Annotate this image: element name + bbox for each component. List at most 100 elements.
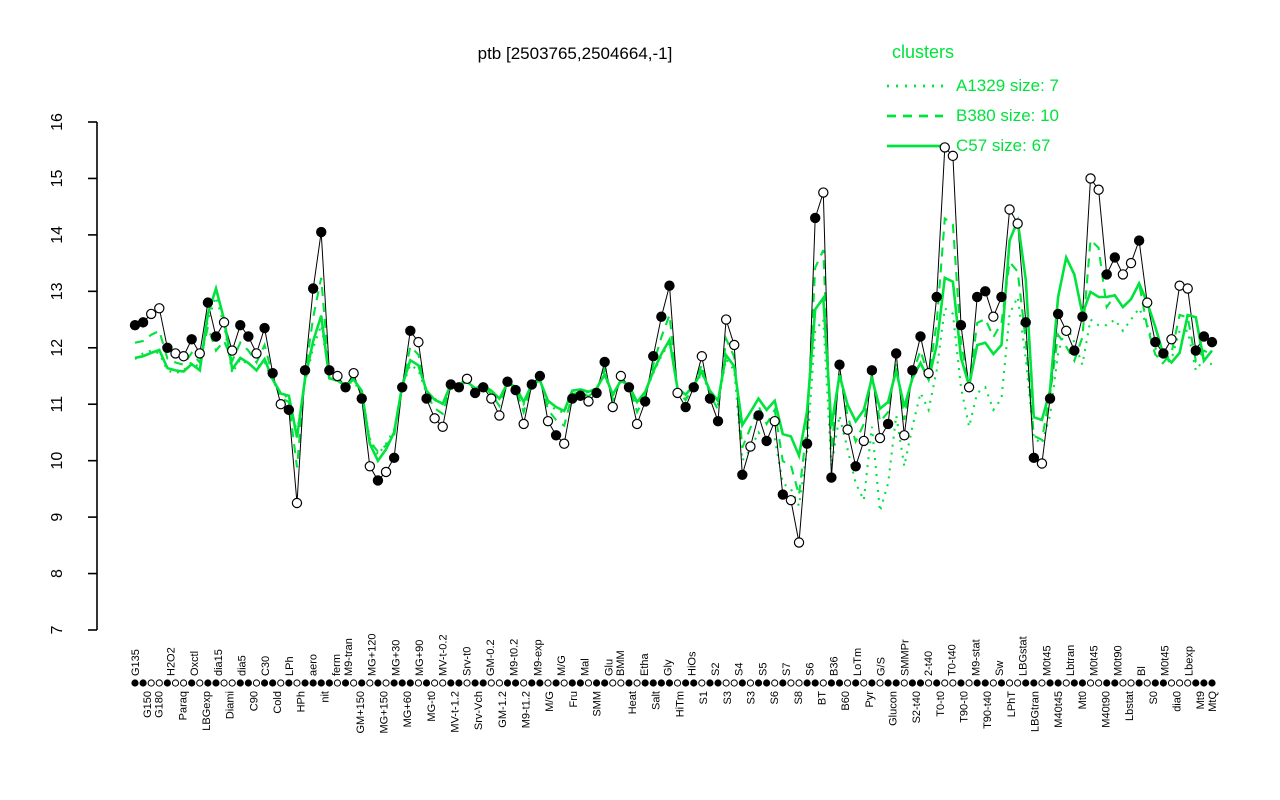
rug-point: [536, 679, 544, 687]
rug-point: [1046, 679, 1054, 687]
data-point: [834, 359, 845, 370]
x-tick-label: M40t45: [1053, 691, 1065, 728]
data-point: [1190, 345, 1202, 356]
rug-point: [633, 679, 641, 687]
data-point: [826, 472, 837, 483]
rug-point: [900, 679, 908, 687]
rug-point: [269, 679, 277, 687]
data-point: [761, 435, 772, 447]
data-point: [664, 280, 675, 291]
x-axis-rug: [131, 679, 1216, 687]
x-tick-label: T90-t40: [982, 691, 994, 729]
y-axis: 7 8 9 10 11 12 13 14 15 16: [49, 113, 98, 634]
x-tick-label: Paraq: [177, 691, 189, 720]
data-point: [1206, 336, 1218, 348]
data-point: [162, 342, 173, 353]
y-tick-label: 9: [49, 513, 66, 522]
x-tick-label: Etha: [639, 652, 651, 676]
rug-point: [1200, 679, 1208, 687]
rug-point: [682, 679, 690, 687]
profile-line: [134, 146, 1213, 543]
x-tick-label: ferm: [331, 654, 343, 676]
x-tick-label: M9-t0.2: [509, 639, 521, 676]
data-point: [907, 365, 918, 376]
rug-point: [188, 679, 196, 687]
rug-point: [1038, 679, 1046, 687]
rug-point: [277, 679, 285, 687]
rug-point: [698, 679, 706, 687]
x-tick-label: LBGexp: [201, 691, 213, 731]
data-point: [486, 393, 497, 404]
x-tick-label: GM+150: [355, 691, 367, 734]
rug-point: [155, 679, 163, 687]
data-point: [534, 370, 546, 382]
data-point: [461, 373, 473, 385]
rug-point: [293, 679, 301, 687]
rug-point: [252, 679, 261, 687]
rug-point: [228, 679, 236, 687]
rug-point: [730, 679, 738, 687]
x-tick-label: B60: [840, 691, 852, 711]
x-tick-label: MV-t-0.2: [438, 634, 450, 676]
data-point: [437, 421, 448, 432]
x-tick-label: Diami: [225, 691, 237, 719]
rug-point: [957, 679, 965, 687]
data-point: [842, 424, 853, 435]
data-point: [299, 365, 311, 376]
data-point: [931, 291, 942, 303]
data-point: [1182, 283, 1193, 294]
rug-point: [431, 679, 439, 687]
rug-point: [1119, 679, 1127, 687]
y-tick-label: 12: [49, 339, 66, 357]
rug-point: [163, 679, 171, 687]
rug-point: [1135, 679, 1143, 687]
y-tick-label: 15: [49, 169, 66, 187]
data-point: [996, 291, 1007, 303]
x-tick-label: Pyr: [864, 691, 876, 708]
rug-point: [1192, 679, 1200, 687]
rug-point: [771, 679, 779, 687]
rug-point: [1167, 679, 1176, 687]
x-tick-label: HPh: [296, 691, 308, 712]
rug-point: [552, 679, 560, 687]
legend-entry-b380: B380 size: 10: [886, 101, 1059, 131]
rug-point: [576, 679, 584, 687]
rug-point: [673, 679, 682, 687]
data-point: [453, 382, 465, 393]
x-tick-label: M9-tran: [343, 638, 355, 676]
x-tick-label: M9-stat: [970, 639, 982, 676]
x-tick-label: M40t90: [1100, 691, 1112, 728]
data-point: [672, 387, 683, 399]
rug-point: [916, 679, 925, 687]
data-point: [259, 322, 270, 334]
data-point: [1061, 325, 1072, 337]
data-point: [421, 393, 432, 404]
x-tick-label: Srv-Vch: [473, 691, 485, 730]
data-point: [615, 370, 627, 382]
data-point: [971, 291, 983, 303]
x-tick-label: LoTm: [852, 648, 864, 676]
data-point: [729, 339, 740, 351]
x-tick-label: LPh: [284, 656, 296, 676]
y-tick-label: 14: [49, 226, 66, 244]
data-point: [1077, 311, 1088, 322]
data-point: [955, 320, 967, 331]
x-tick-label: Glucon: [887, 691, 899, 726]
data-point: [1117, 269, 1129, 280]
data-point: [178, 351, 189, 362]
legend-entry-label: B380 size: 10: [956, 106, 1060, 125]
rug-point: [1086, 679, 1095, 687]
rug-point: [601, 679, 609, 687]
legend-entry-a1329: A1329 size: 7: [886, 71, 1059, 101]
data-point: [469, 387, 481, 399]
rug-point: [447, 679, 455, 687]
rug-point: [236, 679, 244, 687]
data-point: [777, 489, 789, 500]
data-point: [251, 348, 262, 359]
x-tick-label: Lbtran: [1065, 645, 1077, 676]
data-point: [307, 283, 319, 294]
x-tick-label: Cold: [272, 691, 284, 714]
x-tick-label: G150: [142, 691, 154, 718]
x-tick-label: G135: [130, 649, 142, 676]
solid-line-swatch: [887, 144, 943, 148]
